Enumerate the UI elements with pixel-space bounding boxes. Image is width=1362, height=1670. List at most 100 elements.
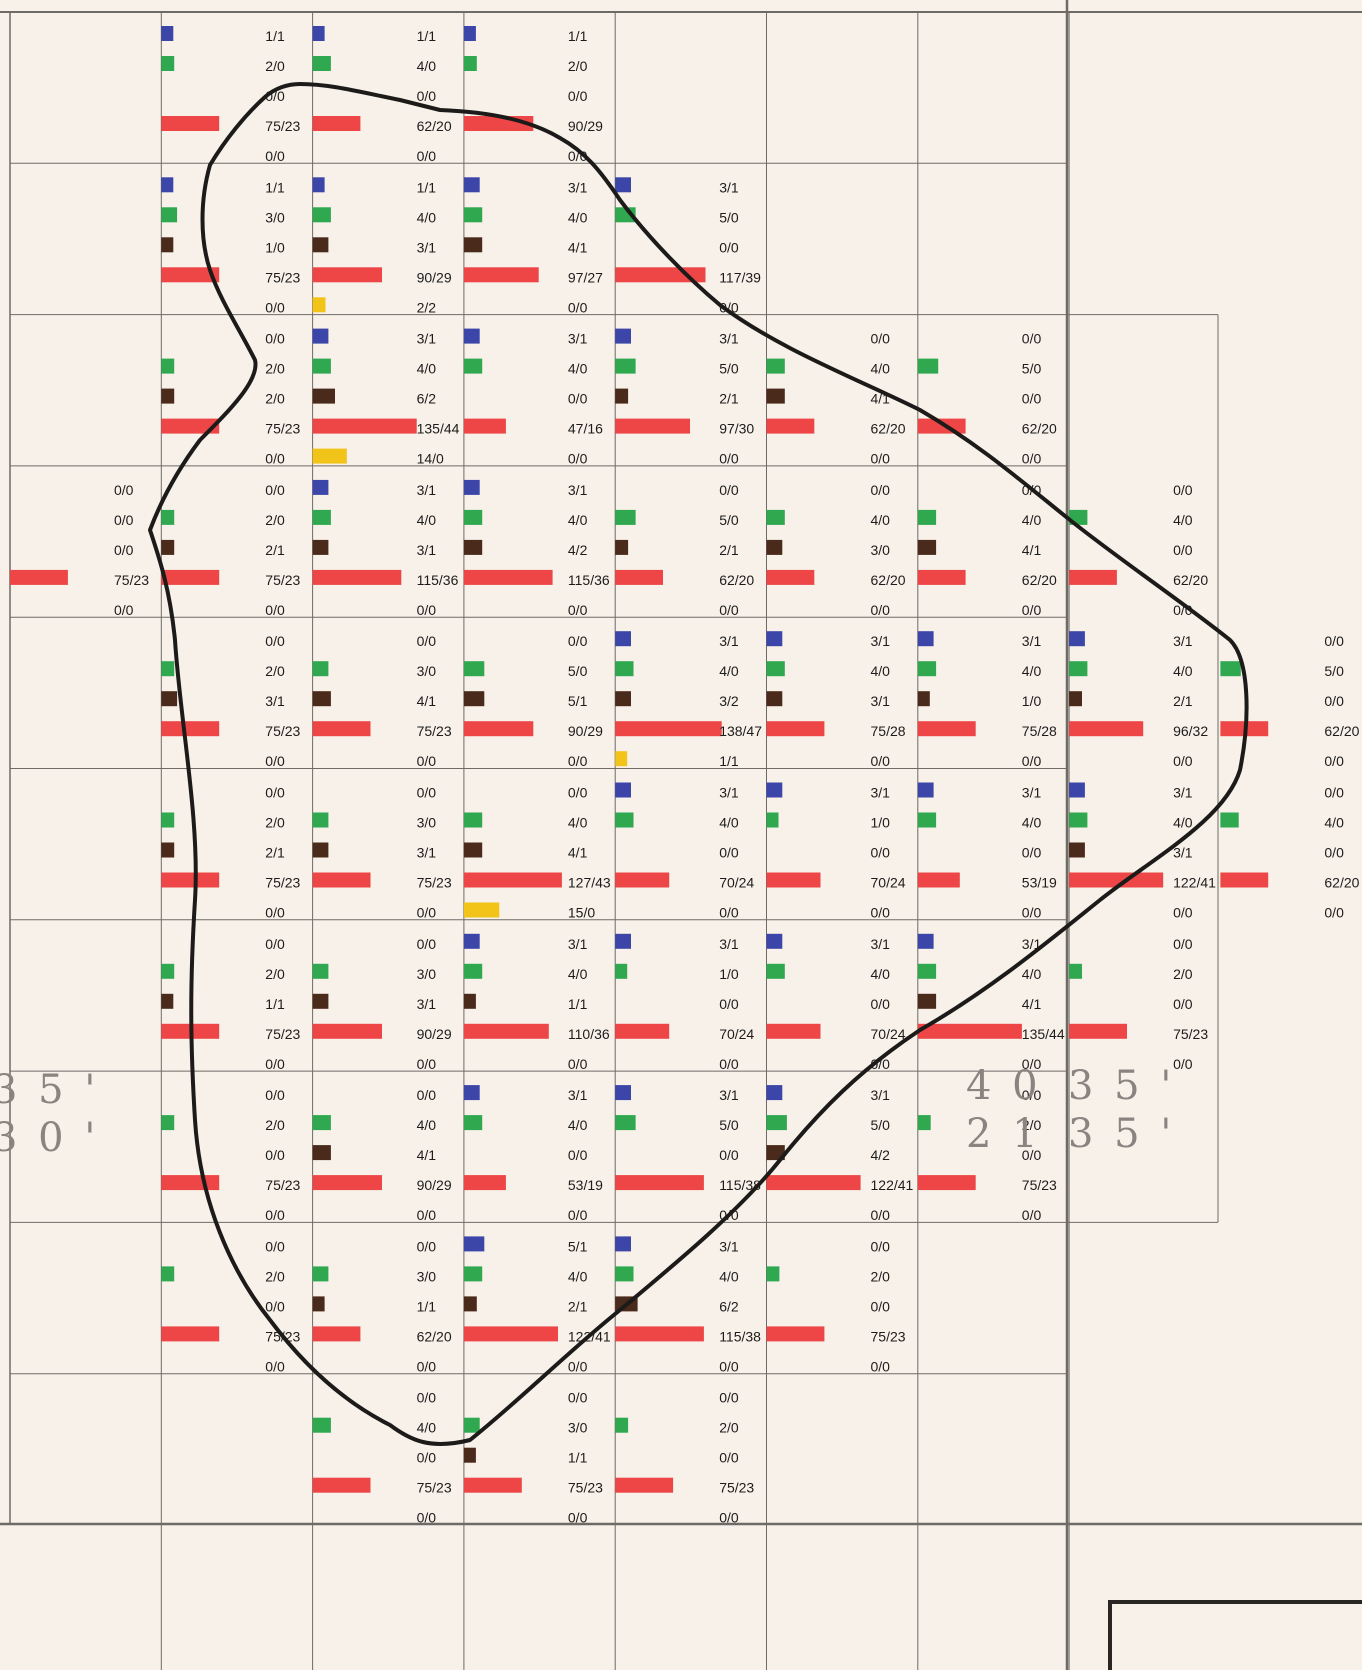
grid-cell: 0/04/04/162/200/0 <box>766 331 906 467</box>
red-bar <box>312 1477 371 1493</box>
grid-cell: 0/02/00/075/230/0 <box>161 1238 301 1374</box>
green-value-label: 4/0 <box>1324 815 1344 831</box>
green-bar <box>161 358 175 374</box>
brown-value-label: 4/2 <box>871 1147 891 1163</box>
frame-label-left-top: 3 5 ' <box>0 1067 100 1113</box>
blue-value-label: 0/0 <box>265 936 285 952</box>
frame-label-right-2a: 2 1 <box>966 1111 1042 1157</box>
red-value-label: 75/23 <box>265 1026 300 1042</box>
green-bar <box>1220 812 1239 828</box>
green-bar <box>312 1115 331 1131</box>
green-value-label: 5/0 <box>871 1117 891 1133</box>
yellow-value-label: 0/0 <box>871 753 891 769</box>
blue-value-label: 0/0 <box>719 1390 739 1406</box>
grid-cell: 0/0 5/0 2/1 62/20 0/0 <box>615 482 754 618</box>
green-bar <box>312 358 331 374</box>
green-value-label: 2/0 <box>265 1268 285 1284</box>
green-value-label: 2/0 <box>568 58 588 74</box>
blue-value-label: 0/0 <box>1173 936 1193 952</box>
grid-cell: 0/04/00/062/200/0 <box>1069 482 1208 618</box>
red-value-label: 70/24 <box>719 875 754 891</box>
blue-value-label: 0/0 <box>568 1390 588 1406</box>
red-bar <box>463 1175 506 1191</box>
yellow-bar <box>312 448 347 464</box>
brown-value-label: 0/0 <box>1173 996 1193 1012</box>
brown-value-label: 0/0 <box>871 1298 891 1314</box>
red-bar <box>1069 1023 1127 1039</box>
red-bar <box>766 1023 821 1039</box>
green-value-label: 4/0 <box>417 58 437 74</box>
red-value-label: 75/23 <box>265 421 300 437</box>
green-bar <box>463 661 485 677</box>
yellow-bar <box>615 751 628 767</box>
red-value-label: 75/23 <box>265 572 300 588</box>
green-value-label: 4/0 <box>1173 815 1193 831</box>
brown-bar <box>463 1296 477 1312</box>
green-value-label: 4/0 <box>719 1268 739 1284</box>
green-bar <box>312 661 329 677</box>
red-value-label: 75/23 <box>568 1480 603 1496</box>
grid-cell: 1/12/00/075/230/0 <box>161 26 301 164</box>
blue-bar <box>615 177 631 193</box>
red-value-label: 62/20 <box>417 1328 452 1344</box>
yellow-value-label: 0/0 <box>1324 753 1344 769</box>
yellow-value-label: 0/0 <box>719 602 739 618</box>
green-bar <box>766 358 785 374</box>
red-bar <box>463 872 562 888</box>
brown-value-label: 1/0 <box>265 239 285 255</box>
brown-value-label: 2/1 <box>719 391 739 407</box>
red-bar <box>161 872 220 888</box>
green-value-label: 2/0 <box>265 58 285 74</box>
brown-bar <box>917 691 930 707</box>
green-bar <box>463 1115 483 1131</box>
yellow-value-label: 0/0 <box>719 1510 739 1526</box>
blue-value-label: 5/1 <box>568 1238 588 1254</box>
yellow-value-label: 0/0 <box>568 1056 588 1072</box>
brown-value-label: 1/1 <box>417 1298 437 1314</box>
brown-value-label: 4/1 <box>417 693 437 709</box>
brown-value-label: 3/2 <box>719 693 739 709</box>
brown-value-label: 2/1 <box>265 845 285 861</box>
brown-value-label: 0/0 <box>719 239 739 255</box>
green-value-label: 4/0 <box>1022 512 1042 528</box>
green-value-label: 2/0 <box>265 663 285 679</box>
blue-value-label: 3/1 <box>719 936 739 952</box>
brown-value-label: 0/0 <box>417 88 437 104</box>
green-value-label: 4/0 <box>871 966 891 982</box>
grid-cell: 3/1 4/0 0/0 53/19 0/0 <box>463 1085 603 1223</box>
red-bar <box>312 721 371 737</box>
red-bar <box>463 418 506 434</box>
frame-label-left-bottom: 3 0 ' <box>0 1115 100 1161</box>
red-value-label: 53/19 <box>568 1177 603 1193</box>
red-bar <box>161 267 220 283</box>
grid-cell: 3/1 4/0 0/0 53/19 0/0 <box>917 782 1057 921</box>
red-value-label: 62/20 <box>417 118 452 134</box>
red-bar <box>463 267 539 283</box>
green-bar <box>1069 661 1088 677</box>
green-value-label: 5/0 <box>568 663 588 679</box>
red-value-label: 122/41 <box>871 1177 914 1193</box>
yellow-value-label: 0/0 <box>1022 905 1042 921</box>
blue-value-label: 3/1 <box>1022 633 1042 649</box>
brown-bar <box>312 539 329 555</box>
grid-cell: 3/1 4/0 6/2 135/44 14/0 <box>312 328 460 467</box>
blue-value-label: 0/0 <box>1324 785 1344 801</box>
brown-bar <box>463 993 476 1009</box>
green-value-label: 3/0 <box>265 209 285 225</box>
brown-value-label: 2/0 <box>265 391 285 407</box>
red-value-label: 75/23 <box>871 1328 906 1344</box>
brown-bar <box>615 691 631 707</box>
blue-value-label: 3/1 <box>568 331 588 347</box>
blue-bar <box>766 1085 783 1101</box>
brown-value-label: 3/1 <box>265 693 285 709</box>
green-value-label: 5/0 <box>1022 361 1042 377</box>
yellow-value-label: 0/0 <box>1022 1056 1042 1072</box>
green-value-label: 2/0 <box>1022 1117 1042 1133</box>
grid-cell: 1/12/00/090/290/0 <box>463 26 603 164</box>
brown-value-label: 0/0 <box>568 1147 588 1163</box>
blue-value-label: 3/1 <box>719 331 739 347</box>
blue-bar <box>463 26 476 41</box>
yellow-value-label: 0/0 <box>871 1207 891 1223</box>
